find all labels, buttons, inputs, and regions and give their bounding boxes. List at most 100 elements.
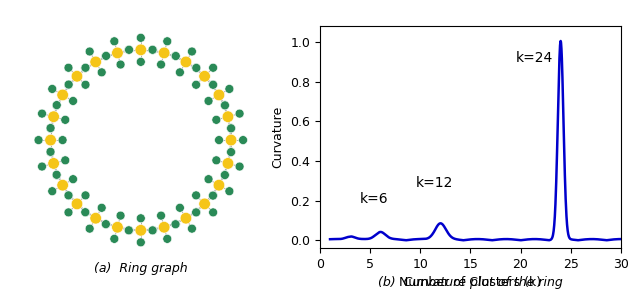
Circle shape xyxy=(171,51,180,60)
Circle shape xyxy=(111,221,124,233)
Circle shape xyxy=(172,52,180,60)
Circle shape xyxy=(46,124,55,133)
Circle shape xyxy=(204,175,213,184)
Circle shape xyxy=(64,191,73,200)
Circle shape xyxy=(90,56,102,68)
Text: k=12: k=12 xyxy=(415,176,452,190)
Circle shape xyxy=(116,211,125,220)
Text: k=6: k=6 xyxy=(360,192,388,206)
Circle shape xyxy=(157,211,166,220)
Circle shape xyxy=(225,187,234,196)
Circle shape xyxy=(191,80,200,89)
Circle shape xyxy=(116,60,125,69)
Circle shape xyxy=(90,213,102,224)
Circle shape xyxy=(180,213,192,224)
Circle shape xyxy=(57,89,68,101)
Circle shape xyxy=(213,89,225,101)
Circle shape xyxy=(157,60,166,69)
Circle shape xyxy=(102,51,111,60)
Circle shape xyxy=(212,156,221,165)
Circle shape xyxy=(163,234,172,243)
Circle shape xyxy=(199,70,211,82)
Circle shape xyxy=(64,80,73,89)
Circle shape xyxy=(188,47,196,56)
Circle shape xyxy=(220,101,229,110)
Circle shape xyxy=(64,191,73,200)
Circle shape xyxy=(209,208,218,217)
Circle shape xyxy=(239,135,248,145)
Circle shape xyxy=(71,70,83,82)
Circle shape xyxy=(227,124,236,133)
Circle shape xyxy=(85,47,94,56)
Circle shape xyxy=(102,220,111,229)
Circle shape xyxy=(136,58,145,66)
Circle shape xyxy=(175,68,184,77)
Circle shape xyxy=(204,97,213,105)
Circle shape xyxy=(46,124,55,133)
Circle shape xyxy=(110,37,119,46)
Circle shape xyxy=(48,111,60,122)
Circle shape xyxy=(57,179,68,191)
Circle shape xyxy=(188,224,196,233)
Circle shape xyxy=(97,203,106,212)
Circle shape xyxy=(209,80,218,89)
Circle shape xyxy=(111,47,124,59)
Circle shape xyxy=(221,101,229,110)
Circle shape xyxy=(214,135,223,145)
Circle shape xyxy=(52,170,61,179)
Circle shape xyxy=(191,208,200,217)
Circle shape xyxy=(163,37,172,46)
Circle shape xyxy=(235,109,244,118)
Circle shape xyxy=(158,221,170,233)
Circle shape xyxy=(68,97,77,105)
Circle shape xyxy=(45,134,56,146)
Circle shape xyxy=(48,187,57,196)
Circle shape xyxy=(209,63,218,72)
Circle shape xyxy=(85,224,94,233)
Circle shape xyxy=(101,52,110,60)
Circle shape xyxy=(212,115,221,124)
Circle shape xyxy=(125,226,134,235)
Circle shape xyxy=(135,225,147,236)
Circle shape xyxy=(172,220,180,229)
Circle shape xyxy=(135,44,147,55)
Circle shape xyxy=(125,45,134,54)
X-axis label: Number of Clusters (k): Number of Clusters (k) xyxy=(399,277,541,289)
Circle shape xyxy=(81,63,90,72)
Circle shape xyxy=(46,147,55,156)
Circle shape xyxy=(81,208,90,217)
Circle shape xyxy=(52,101,61,110)
Circle shape xyxy=(235,162,244,171)
Circle shape xyxy=(124,226,133,235)
Circle shape xyxy=(209,191,218,200)
Circle shape xyxy=(222,158,234,169)
Circle shape xyxy=(61,156,70,165)
Circle shape xyxy=(225,134,237,146)
Text: k=24: k=24 xyxy=(516,51,553,65)
Circle shape xyxy=(171,220,180,229)
Circle shape xyxy=(52,101,61,110)
Circle shape xyxy=(192,63,201,72)
Circle shape xyxy=(97,68,106,77)
Circle shape xyxy=(68,175,77,184)
Circle shape xyxy=(64,80,73,89)
Circle shape xyxy=(136,214,145,223)
Circle shape xyxy=(64,63,73,72)
Circle shape xyxy=(48,84,57,93)
Circle shape xyxy=(58,135,67,145)
Circle shape xyxy=(199,198,211,210)
Circle shape xyxy=(71,198,83,210)
Circle shape xyxy=(148,45,157,54)
Circle shape xyxy=(213,179,225,191)
Circle shape xyxy=(191,63,200,72)
Circle shape xyxy=(136,33,145,42)
Circle shape xyxy=(34,135,43,145)
Circle shape xyxy=(136,238,145,247)
Circle shape xyxy=(148,226,157,235)
Y-axis label: Curvature: Curvature xyxy=(272,106,285,168)
Circle shape xyxy=(64,208,73,217)
Circle shape xyxy=(221,170,229,179)
Circle shape xyxy=(220,171,229,180)
Circle shape xyxy=(48,158,60,169)
Text: (b)  Curvature plot of the ring: (b) Curvature plot of the ring xyxy=(378,276,563,289)
